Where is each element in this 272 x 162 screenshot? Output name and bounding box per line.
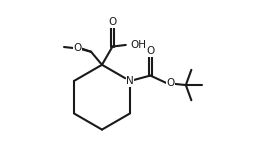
- Text: O: O: [108, 17, 117, 27]
- Text: O: O: [146, 46, 154, 56]
- Text: OH: OH: [130, 40, 146, 50]
- Text: O: O: [166, 78, 174, 88]
- Text: N: N: [126, 76, 134, 86]
- Text: O: O: [74, 43, 82, 53]
